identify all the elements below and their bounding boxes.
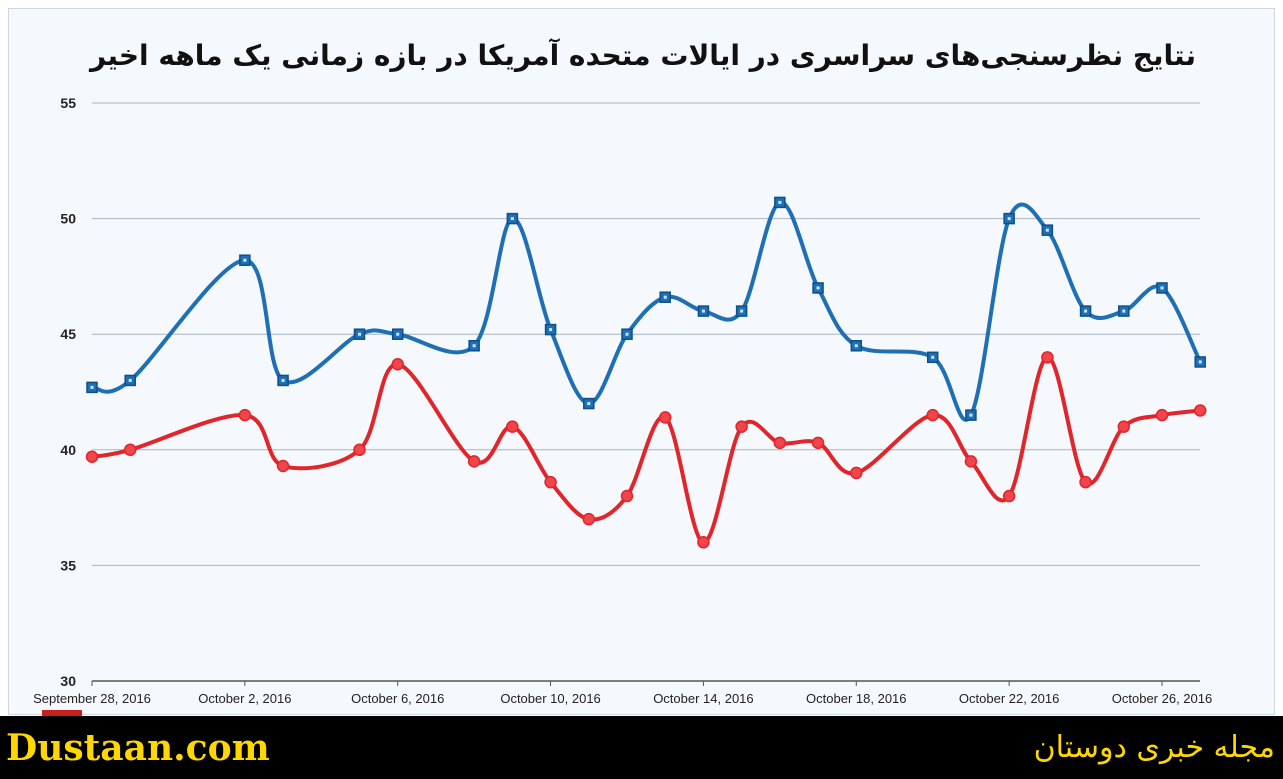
data-point-marker bbox=[697, 536, 710, 549]
data-point-marker bbox=[926, 408, 939, 422]
x-tick-label: October 6, 2016 bbox=[351, 691, 444, 706]
line-chart: نتایج نظرسنجی‌های سراسری در ایالات متحده… bbox=[33, 38, 1212, 706]
data-point-marker-center bbox=[816, 286, 820, 290]
data-point-marker-center bbox=[1007, 217, 1011, 221]
data-point-marker-center bbox=[969, 413, 973, 417]
chart-panel: نتایج نظرسنجی‌های سراسری در ایالات متحده… bbox=[8, 8, 1275, 715]
x-tick-label: October 18, 2016 bbox=[806, 691, 906, 706]
y-tick-label: 50 bbox=[60, 211, 76, 227]
data-point-marker-center bbox=[128, 378, 132, 382]
data-point-marker-center bbox=[358, 332, 361, 336]
data-point-marker bbox=[353, 443, 366, 457]
gridlines bbox=[92, 102, 1200, 566]
data-point-marker bbox=[544, 475, 557, 489]
data-point-marker-center bbox=[281, 378, 285, 382]
data-point-marker bbox=[582, 512, 596, 526]
data-point-marker-center bbox=[1084, 309, 1088, 313]
data-point-marker-center bbox=[931, 355, 935, 359]
y-tick-label: 55 bbox=[60, 95, 76, 111]
data-point-marker bbox=[1079, 475, 1092, 489]
series-lines bbox=[90, 200, 1203, 545]
footer-site-name[interactable]: Dustaan.com bbox=[6, 727, 270, 769]
data-point-marker-center bbox=[90, 385, 94, 389]
series-markers bbox=[85, 196, 1207, 549]
data-point-marker bbox=[850, 466, 863, 480]
x-tick-label: October 10, 2016 bbox=[500, 691, 600, 706]
x-tick-label: October 22, 2016 bbox=[959, 691, 1059, 706]
y-tick-label: 40 bbox=[60, 442, 76, 458]
x-tick-label: October 14, 2016 bbox=[653, 691, 753, 706]
data-point-marker bbox=[620, 489, 634, 503]
data-point-marker bbox=[391, 358, 404, 371]
data-point-marker bbox=[811, 436, 825, 450]
data-point-marker bbox=[964, 455, 978, 468]
data-point-marker-center bbox=[701, 309, 705, 313]
data-point-marker bbox=[1155, 408, 1169, 422]
x-tick-label: October 2, 2016 bbox=[198, 691, 291, 706]
data-point-marker-center bbox=[740, 309, 744, 313]
red-accent-tab bbox=[42, 710, 82, 718]
data-point-marker-center bbox=[396, 332, 400, 336]
data-point-marker-center bbox=[549, 328, 553, 332]
data-point-marker bbox=[467, 455, 481, 468]
data-point-marker bbox=[658, 411, 672, 424]
data-point-marker-center bbox=[1045, 228, 1049, 232]
data-point-marker bbox=[506, 420, 519, 433]
data-point-marker bbox=[1002, 489, 1016, 503]
data-point-marker bbox=[85, 450, 99, 463]
data-point-marker-center bbox=[854, 344, 858, 348]
x-axis-ticks: September 28, 2016 October 2, 2016 October… bbox=[33, 681, 1212, 706]
footer-tagline: مجله خبری دوستان bbox=[1033, 730, 1275, 765]
data-point-marker-center bbox=[587, 402, 591, 406]
data-point-marker bbox=[773, 436, 787, 450]
data-point-marker bbox=[1041, 351, 1054, 364]
data-point-marker-center bbox=[663, 295, 667, 299]
footer-bar: Dustaan.com مجله خبری دوستان bbox=[0, 716, 1283, 779]
data-point-marker-center bbox=[778, 200, 782, 204]
data-point-marker bbox=[735, 420, 748, 433]
data-point-marker-center bbox=[1160, 286, 1164, 290]
x-tick-label: September 28, 2016 bbox=[33, 691, 151, 706]
y-axis-ticks: 55 50 45 40 35 30 bbox=[60, 95, 76, 689]
data-point-marker-center bbox=[510, 217, 514, 221]
x-tick-label: October 26, 2016 bbox=[1112, 691, 1212, 706]
data-point-marker-center bbox=[1122, 309, 1126, 313]
data-point-marker bbox=[1117, 420, 1131, 433]
y-tick-label: 35 bbox=[60, 557, 76, 573]
data-point-marker-center bbox=[625, 332, 629, 336]
data-point-marker bbox=[123, 443, 137, 457]
data-point-marker-center bbox=[243, 258, 247, 262]
data-point-marker bbox=[276, 459, 290, 473]
data-point-marker bbox=[238, 408, 252, 422]
data-point-marker-center bbox=[472, 344, 476, 348]
data-point-marker bbox=[1193, 404, 1207, 417]
y-tick-label: 30 bbox=[60, 673, 76, 689]
chart-title: نتایج نظرسنجی‌های سراسری در ایالات متحده… bbox=[88, 38, 1196, 72]
data-point-marker-center bbox=[1198, 360, 1202, 364]
y-tick-label: 45 bbox=[60, 326, 76, 342]
